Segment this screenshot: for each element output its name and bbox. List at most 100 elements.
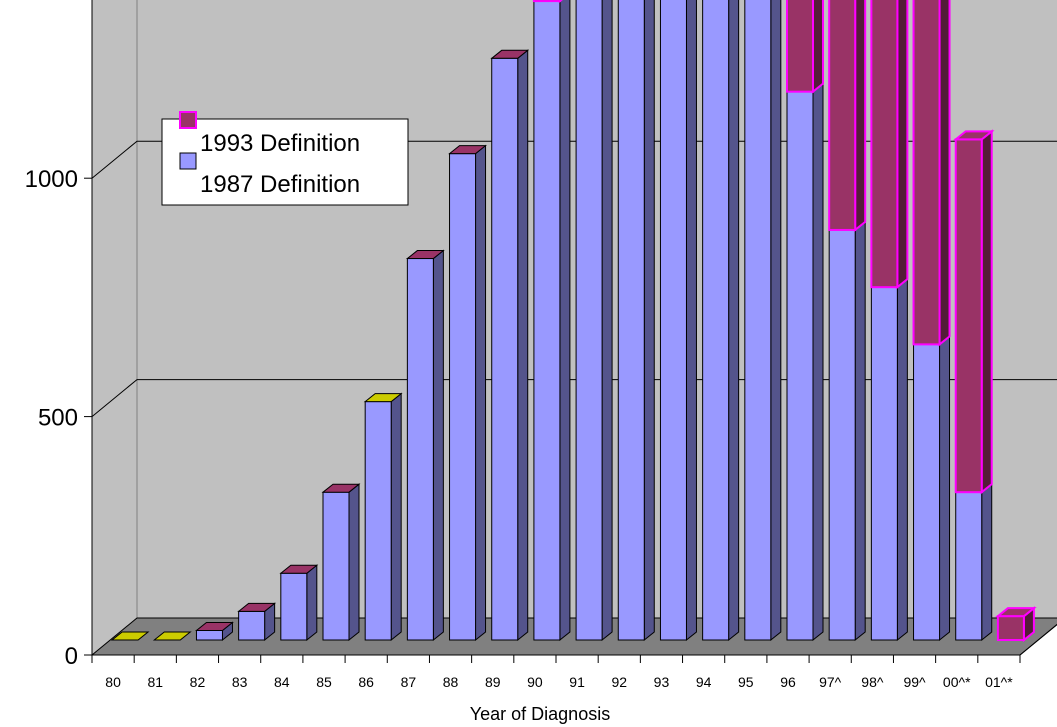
x-tick-label: 89 bbox=[485, 674, 501, 690]
bar-1987-side bbox=[685, 0, 697, 642]
bar-1987-front bbox=[533, 0, 561, 641]
legend-item-1993: 1993 Definition bbox=[179, 111, 360, 157]
bar-1987 bbox=[786, 82, 824, 642]
bar-1987-top bbox=[279, 564, 319, 574]
bar-1993-front bbox=[786, 0, 814, 93]
bar-1987 bbox=[533, 0, 571, 642]
legend-label-1987: 1987 Definition bbox=[200, 171, 360, 198]
bar-1987-front bbox=[364, 401, 392, 641]
x-tick-label: 86 bbox=[358, 674, 374, 690]
bar-1993-front bbox=[532, 0, 561, 3]
legend-label-1993: 1993 Definition bbox=[200, 130, 360, 157]
bar-1987-front bbox=[238, 610, 266, 641]
bar-1987-top bbox=[195, 621, 234, 631]
bar-1993 bbox=[828, 0, 867, 233]
bar-1987-front bbox=[702, 0, 730, 641]
x-axis: 80 81 82 83 84 85 86 87 88 89 90 91 92 93 94 95 96 97^ 98^… bbox=[91, 623, 1057, 690]
bar-1987-side bbox=[306, 564, 318, 642]
bar-1993-front bbox=[996, 615, 1025, 641]
bar-1993-top bbox=[952, 130, 995, 141]
bar-1987-front bbox=[449, 153, 477, 641]
bar-1993-front bbox=[828, 0, 857, 231]
bar-1987 bbox=[744, 0, 782, 642]
x-tick-label: 80 bbox=[105, 674, 121, 690]
x-tick-label: 94 bbox=[696, 674, 712, 690]
bar-1987 bbox=[279, 564, 319, 642]
x-tick-label: 84 bbox=[274, 674, 290, 690]
bar-1987 bbox=[870, 278, 908, 642]
bar-1987-front bbox=[955, 491, 983, 641]
bar-1987-front bbox=[617, 0, 645, 641]
x-axis-edge bbox=[1019, 623, 1057, 656]
bar-1987-front bbox=[659, 0, 687, 641]
bar-1987 bbox=[617, 0, 655, 642]
bar-1987-front bbox=[828, 229, 856, 641]
bar-1993-front bbox=[870, 0, 899, 289]
floor bbox=[90, 617, 1057, 656]
bar-1987-top bbox=[363, 393, 403, 403]
bar-1987-side bbox=[601, 0, 613, 642]
x-tick-label: 99^ bbox=[903, 674, 926, 690]
x-tick-label: 91 bbox=[569, 674, 585, 690]
bar-1993 bbox=[912, 0, 951, 347]
x-tick-label: 90 bbox=[527, 674, 543, 690]
bar-1987-side bbox=[432, 249, 444, 642]
legend-item-1987: 1987 Definition bbox=[179, 152, 360, 198]
bar-1987 bbox=[363, 392, 403, 642]
bar-empty-cap bbox=[110, 631, 150, 641]
bar-1987-side bbox=[643, 0, 655, 642]
y-tick-label: 1000 bbox=[25, 166, 78, 193]
bar-1987-top bbox=[321, 483, 361, 493]
x-tick-label: 01^* bbox=[985, 674, 1013, 690]
legend: 1993 Definition 1987 Definition bbox=[161, 111, 409, 206]
bar-1987 bbox=[828, 220, 866, 642]
bar-1987-front bbox=[195, 629, 223, 641]
bar-1993 bbox=[870, 0, 909, 290]
bar-1987-side bbox=[896, 278, 908, 642]
bar-1987 bbox=[659, 0, 697, 642]
x-tick-label: 88 bbox=[443, 674, 459, 690]
legend-box bbox=[161, 118, 409, 206]
bar-1987 bbox=[575, 0, 613, 642]
bar-1987-front bbox=[406, 258, 434, 641]
bar-1987-side bbox=[939, 335, 951, 642]
y-tick-label: 500 bbox=[38, 405, 78, 432]
x-tick-label: 96 bbox=[780, 674, 796, 690]
bar-1993 bbox=[786, 0, 824, 94]
x-tick-label: 82 bbox=[190, 674, 206, 690]
bar-1987-side bbox=[475, 144, 487, 642]
bar-1993 bbox=[995, 606, 1037, 643]
side-wall bbox=[91, 0, 138, 657]
x-axis-title: Year of Diagnosis bbox=[470, 704, 610, 724]
y-axis: 05001000150020002500 bbox=[25, 0, 93, 670]
x-tick-label: 87 bbox=[401, 674, 417, 690]
bar-1987-top bbox=[237, 602, 277, 612]
y-tick-label: 0 bbox=[65, 643, 78, 670]
bar-1987-side bbox=[559, 0, 571, 642]
bar-1993-top bbox=[995, 607, 1037, 618]
x-tick-label: 95 bbox=[738, 674, 754, 690]
bar-1987 bbox=[955, 483, 993, 642]
x-tick-label: 93 bbox=[654, 674, 670, 690]
bar-1987-front bbox=[870, 286, 898, 641]
legend-swatch-1987 bbox=[179, 152, 197, 170]
chart-walls bbox=[90, 0, 1057, 657]
x-tick-label: 81 bbox=[147, 674, 163, 690]
bar-1993-side bbox=[812, 0, 824, 94]
bar-1993-side bbox=[896, 0, 909, 290]
bar-1987 bbox=[195, 621, 234, 642]
bar-1987-side bbox=[981, 483, 993, 642]
bar-1993 bbox=[532, 0, 563, 4]
bar-1993 bbox=[952, 129, 995, 495]
bar-1987-top bbox=[448, 145, 487, 155]
bars bbox=[110, 0, 1037, 643]
bar-1987-side bbox=[517, 49, 529, 642]
bar-1987-front bbox=[913, 343, 941, 641]
bar-1993-front bbox=[912, 0, 941, 346]
bar-1993-side bbox=[854, 0, 867, 233]
bar-1987 bbox=[405, 249, 445, 642]
bar-1987-side bbox=[728, 0, 740, 642]
bar-empty-cap bbox=[152, 631, 192, 641]
bar-1987-side bbox=[770, 0, 782, 642]
